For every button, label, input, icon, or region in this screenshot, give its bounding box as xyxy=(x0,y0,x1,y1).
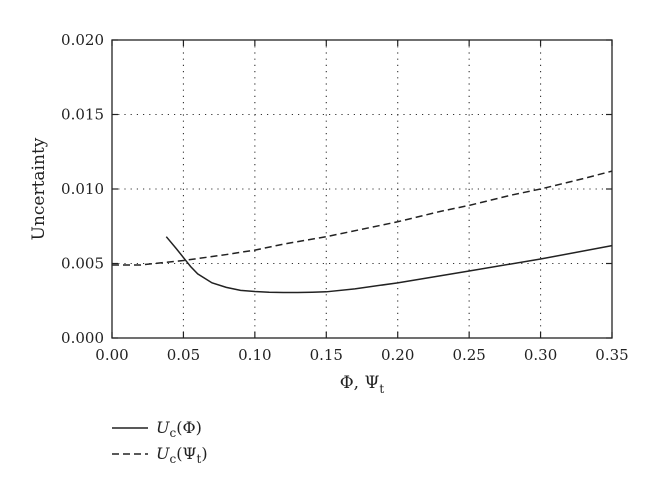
x-tick-label: 0.20 xyxy=(381,346,414,364)
grid xyxy=(112,40,612,338)
x-axis-label-subscript: t xyxy=(379,382,384,396)
y-axis-label: Uncertainty xyxy=(29,137,49,240)
legend-legend-main: U xyxy=(156,444,170,463)
x-tick-label: 0.05 xyxy=(167,346,200,364)
y-tick-label: 0.010 xyxy=(61,180,104,198)
legend: Uc(Φ)Uc(Ψt) xyxy=(112,418,208,466)
series-line-2 xyxy=(112,170,613,266)
legend-label-1: Uc(Φ) xyxy=(156,418,202,440)
legend-legend-close: ) xyxy=(201,444,207,463)
legend-legend-arg: (Ψ xyxy=(176,444,196,463)
x-tick-label: 0.25 xyxy=(452,346,485,364)
legend-legend-arg-sub: t xyxy=(197,452,202,466)
y-tick-label: 0.005 xyxy=(61,255,104,273)
x-axis-label: Φ, Ψt xyxy=(340,373,385,396)
y-tick-label: 0.000 xyxy=(61,329,104,347)
y-tick-label: 0.020 xyxy=(61,31,104,49)
x-tick-label: 0.00 xyxy=(95,346,128,364)
legend-label-2: Uc(Ψt) xyxy=(156,444,208,466)
legend-legend-sub: c xyxy=(169,452,176,466)
y-tick-label: 0.015 xyxy=(61,106,104,124)
series-line-1 xyxy=(165,236,613,294)
x-tick-label: 0.30 xyxy=(524,346,557,364)
x-tick-label: 0.35 xyxy=(595,346,628,364)
legend-legend-arg: (Φ) xyxy=(176,418,202,437)
series-layer xyxy=(112,170,613,294)
legend-legend-main: U xyxy=(156,418,170,437)
x-tick-label: 0.10 xyxy=(238,346,271,364)
x-axis-label-main: Φ, Ψ xyxy=(340,373,380,393)
x-tick-label: 0.15 xyxy=(310,346,343,364)
axis-ticks: 0.00 0.05 0.10 0.15 0.20 0.25 0.30 0.35 0.000 0.0… xyxy=(61,31,629,364)
legend-legend-sub: c xyxy=(169,426,176,440)
